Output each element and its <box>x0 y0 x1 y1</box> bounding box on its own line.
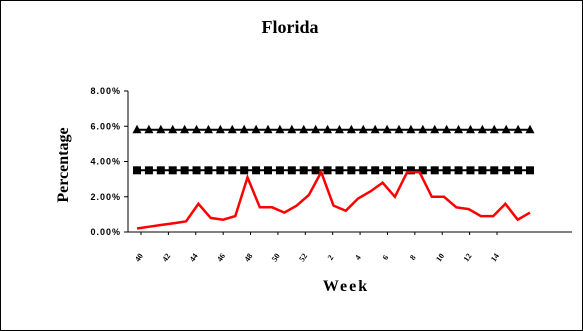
series-0-point <box>287 124 297 134</box>
series-1-point <box>264 166 272 175</box>
series-1-point <box>466 166 475 175</box>
chart-title: Florida <box>262 17 319 37</box>
series-1-point <box>478 166 487 175</box>
y-tick-label: 6.00% <box>90 121 121 131</box>
series-0-point <box>346 124 356 134</box>
x-tick-label: 40 <box>133 252 145 264</box>
series-1-point <box>490 166 499 175</box>
series-0-point <box>477 124 487 134</box>
series-1-point <box>502 166 511 175</box>
y-tick-label: 2.00% <box>90 192 121 202</box>
series-0-point <box>501 124 511 134</box>
series-1-point <box>442 166 451 175</box>
x-tick-label: 48 <box>243 252 255 264</box>
series-1-point <box>180 166 189 175</box>
x-tick-label: 8 <box>408 253 418 261</box>
y-axis-ticks: 0.00% 2.00% 4.00% 6.00% 8.00% <box>90 86 128 237</box>
series-1-point <box>156 166 165 175</box>
x-tick-label: 42 <box>160 252 172 264</box>
series-0-point <box>430 124 440 134</box>
series-0-point <box>406 124 416 134</box>
x-tick-label: 4 <box>353 253 363 261</box>
series-1-point <box>311 166 320 175</box>
x-tick-label: 14 <box>489 252 501 264</box>
series-0-point <box>465 124 475 134</box>
series-0-point <box>299 124 309 134</box>
series-0-point <box>251 124 261 134</box>
series-1-point <box>359 166 368 175</box>
series-1-point <box>514 166 523 175</box>
series-layer <box>132 124 535 230</box>
series-1-point <box>144 166 153 175</box>
series-0-point <box>227 124 237 134</box>
series-0-point <box>192 124 202 134</box>
series-0-point <box>168 124 178 134</box>
series-0-point <box>311 124 321 134</box>
x-tick-label: 46 <box>215 252 227 264</box>
series-1-point <box>168 166 177 175</box>
series-0-point <box>275 124 285 134</box>
y-axis-label: Percentage <box>55 127 72 202</box>
series-0-point <box>132 124 142 134</box>
series-1-point <box>216 166 225 175</box>
y-tick-label: 0.00% <box>90 227 121 237</box>
series-1-point <box>347 166 356 175</box>
x-axis-label: Week <box>323 278 369 295</box>
series-1-point <box>395 166 403 175</box>
series-1-point <box>454 166 463 175</box>
series-2-line <box>136 169 531 230</box>
series-0-point <box>215 124 225 134</box>
series-1-point <box>240 166 249 175</box>
series-0-point <box>525 124 535 134</box>
series-0-point <box>156 124 166 134</box>
x-tick-label: 10 <box>434 252 446 264</box>
x-tick-label: 52 <box>297 252 309 264</box>
series-0-point <box>370 124 380 134</box>
series-1-point <box>133 166 141 175</box>
series-1-point <box>371 166 380 175</box>
series-1-point <box>526 166 534 175</box>
series-0-point <box>418 124 428 134</box>
y-tick-label: 8.00% <box>90 86 121 96</box>
series-0-point <box>442 124 452 134</box>
series-0-point <box>144 124 154 134</box>
series-1-point <box>275 166 284 175</box>
x-tick-label: 6 <box>381 253 391 261</box>
x-tick-label: 44 <box>188 252 200 264</box>
series-0-point <box>334 124 344 134</box>
series-1-point <box>228 166 237 175</box>
series-1-point <box>418 166 427 175</box>
series-0-point <box>489 124 499 134</box>
series-1-point <box>192 166 201 175</box>
series-0-point <box>239 124 249 134</box>
series-0-point <box>263 124 273 134</box>
series-0-point <box>358 124 368 134</box>
series-0-point <box>454 124 464 134</box>
series-1-point <box>204 166 213 175</box>
x-tick-label: 12 <box>462 252 474 264</box>
series-0-point <box>323 124 333 134</box>
series-1-point <box>287 166 296 175</box>
series-1-point <box>323 166 332 175</box>
series-1-point <box>430 166 439 175</box>
y-tick-label: 4.00% <box>90 157 121 167</box>
series-1-point <box>252 166 261 175</box>
series-0-point <box>382 124 392 134</box>
series-0-point <box>180 124 190 134</box>
x-tick-label: 50 <box>270 252 282 264</box>
series-1-point <box>335 166 344 175</box>
series-1-point <box>383 166 392 175</box>
x-tick-label: 2 <box>326 253 336 261</box>
series-1-point <box>406 166 415 175</box>
x-axis-ticks: 40 42 44 46 48 50 52 2 4 6 8 10 12 14 <box>133 232 501 263</box>
series-0-point <box>513 124 523 134</box>
series-0-point <box>203 124 213 134</box>
series-0-point <box>394 124 404 134</box>
series-1-point <box>299 166 308 175</box>
